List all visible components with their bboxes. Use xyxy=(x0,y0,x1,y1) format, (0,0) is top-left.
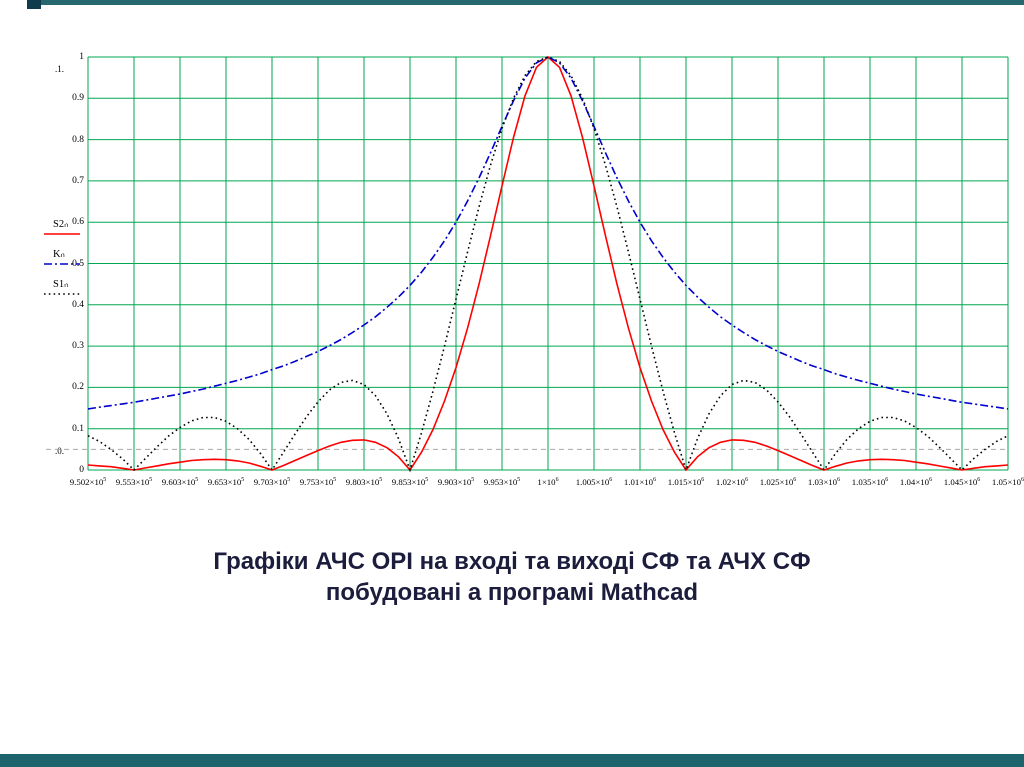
legend-line-sample-s2 xyxy=(44,233,80,235)
x-tick-label: 9.653×105 xyxy=(207,477,245,487)
slide-bottom-bar xyxy=(0,754,1024,767)
slide-top-strip-decoration xyxy=(41,0,1024,5)
legend-line-sample-s1 xyxy=(44,293,80,295)
legend-label-k: Kₙ xyxy=(53,249,65,260)
caption-line-2: побудовані а програмі Mathcad xyxy=(325,579,699,606)
y-tick-label: 0.3 xyxy=(72,341,84,352)
y-tick-label: 0.1 xyxy=(72,423,84,434)
legend-item-s1: S1ₙ xyxy=(44,278,90,297)
x-tick-label: 1.035×106 xyxy=(851,477,889,487)
plot-area xyxy=(46,55,1009,473)
y-tick-label: 0.5 xyxy=(72,258,84,269)
x-tick-label: 1.01×106 xyxy=(623,477,657,487)
x-tick-label: 1.04×106 xyxy=(899,477,933,487)
legend-label-s2: S2ₙ xyxy=(53,219,69,230)
x-tick-label: 9.603×105 xyxy=(161,477,199,487)
y-tick-label: 1 xyxy=(79,52,84,62)
x-tick-label: 9.853×105 xyxy=(391,477,429,487)
y-axis-limit-marker-top: .1. xyxy=(55,64,64,74)
x-tick-label: 1.05×106 xyxy=(991,477,1024,487)
y-axis-limit-marker-bottom: .0. xyxy=(55,446,64,456)
y-tick-label: 0.6 xyxy=(72,217,84,228)
legend-line-sample-k xyxy=(44,263,80,265)
x-tick-label: 1.005×106 xyxy=(575,477,613,487)
slide-top-corner-decoration xyxy=(27,0,41,9)
x-tick-label: 9.553×105 xyxy=(115,477,153,487)
series-line-S2n xyxy=(87,55,1009,472)
legend-item-s2: S2ₙ xyxy=(44,218,90,237)
y-tick-label: 0.8 xyxy=(72,134,84,145)
x-tick-label: 9.753×105 xyxy=(299,477,337,487)
y-tick-label: 0.7 xyxy=(72,175,84,186)
x-tick-label: 9.903×105 xyxy=(437,477,475,487)
x-tick-label: 1.03×106 xyxy=(807,477,841,487)
slide-caption: Графіки АЧС ОРІ на вході та виході СФ та… xyxy=(0,546,1024,608)
series-line-Kn xyxy=(87,56,1009,410)
mathcad-chart: S2ₙ Kₙ S1ₙ .1. .0. 1 0.9 0.8 0.7 0.6 0.5 0.4 0.… xyxy=(44,52,1024,493)
x-tick-label: 9.703×105 xyxy=(253,477,291,487)
x-tick-label: 1.015×106 xyxy=(667,477,705,487)
x-tick-label: 1.045×106 xyxy=(943,477,981,487)
caption-line-1: Графіки АЧС ОРІ на вході та виході СФ та… xyxy=(213,548,811,575)
x-tick-label: 9.803×105 xyxy=(345,477,383,487)
x-tick-label: 1.02×106 xyxy=(715,477,749,487)
legend-item-k: Kₙ xyxy=(44,248,90,267)
series-line-S1n xyxy=(87,56,1009,473)
y-tick-label: 0.2 xyxy=(72,382,84,393)
x-tick-label: 1×106 xyxy=(537,477,559,487)
y-tick-label: 0.4 xyxy=(72,299,84,310)
x-axis-tick-labels: 9.502×105 9.553×105 9.603×105 9.653×105 9.70… xyxy=(70,477,1024,493)
y-tick-label: 0 xyxy=(79,465,84,475)
y-tick-label: 0.9 xyxy=(72,93,84,104)
legend-label-s1: S1ₙ xyxy=(53,279,69,290)
x-tick-label: 1.025×106 xyxy=(759,477,797,487)
x-tick-label: 9.502×105 xyxy=(69,477,107,487)
plot-canvas xyxy=(46,55,1009,473)
chart-legend: S2ₙ Kₙ S1ₙ xyxy=(44,218,90,308)
x-tick-label: 9.953×105 xyxy=(483,477,521,487)
y-axis-tick-labels: 1 0.9 0.8 0.7 0.6 0.5 0.4 0.3 0.2 0.1 0 xyxy=(52,52,84,475)
